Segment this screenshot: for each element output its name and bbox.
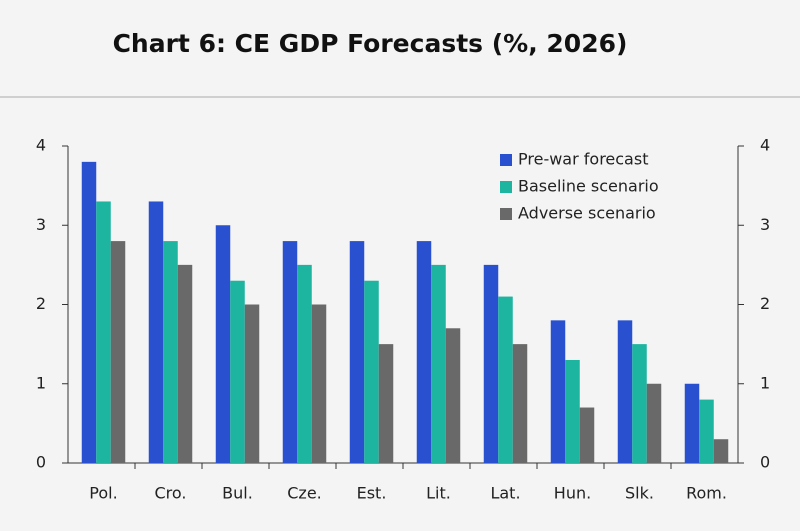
bar <box>699 399 714 463</box>
bar <box>230 280 245 463</box>
chart-title: Chart 6: CE GDP Forecasts (%, 2026) <box>113 29 628 58</box>
y-tick-label: 1 <box>36 373 46 392</box>
x-tick-label: Bul. <box>222 484 253 503</box>
bar <box>177 264 193 463</box>
x-tick-label: Rom. <box>686 484 727 503</box>
bar <box>148 201 164 463</box>
legend-swatch <box>500 181 512 193</box>
y2-tick-label: 2 <box>760 294 770 313</box>
bar <box>617 320 633 463</box>
bar <box>498 296 513 463</box>
bar <box>579 407 595 463</box>
legend-label: Adverse scenario <box>518 204 656 223</box>
bar <box>445 328 461 463</box>
x-tick-label: Est. <box>357 484 387 503</box>
bar <box>646 383 662 463</box>
bar <box>349 241 365 463</box>
x-tick-label: Cro. <box>155 484 187 503</box>
bar <box>96 201 111 463</box>
y2-tick-label: 3 <box>760 215 770 234</box>
bar <box>282 241 298 463</box>
x-tick-label: Cze. <box>287 484 322 503</box>
y2-tick-label: 1 <box>760 373 770 392</box>
y-tick-label: 3 <box>36 215 46 234</box>
x-tick-label: Hun. <box>554 484 591 503</box>
bar <box>550 320 566 463</box>
bar <box>632 344 647 463</box>
bar <box>416 241 432 463</box>
y-tick-label: 2 <box>36 294 46 313</box>
bar <box>297 264 312 463</box>
x-tick-label: Lit. <box>426 484 451 503</box>
bar <box>81 161 97 463</box>
bar <box>713 439 729 463</box>
bar <box>378 344 394 463</box>
y2-tick-label: 4 <box>760 136 770 155</box>
bar <box>431 264 446 463</box>
bar <box>244 304 260 463</box>
bar <box>512 344 528 463</box>
x-tick-label: Lat. <box>490 484 520 503</box>
legend-label: Baseline scenario <box>518 177 659 196</box>
legend-swatch <box>500 208 512 220</box>
bar <box>684 383 700 463</box>
y-tick-label: 4 <box>36 136 46 155</box>
bar <box>110 241 126 463</box>
bar <box>163 241 178 463</box>
bar <box>483 264 499 463</box>
bar <box>215 225 231 463</box>
legend-label: Pre-war forecast <box>518 150 648 169</box>
y-tick-label: 0 <box>36 453 46 472</box>
bar <box>311 304 327 463</box>
x-tick-label: Slk. <box>625 484 654 503</box>
legend-swatch <box>500 154 512 166</box>
bar <box>565 359 580 463</box>
y2-tick-label: 0 <box>760 453 770 472</box>
bar <box>364 280 379 463</box>
x-tick-label: Pol. <box>89 484 117 503</box>
